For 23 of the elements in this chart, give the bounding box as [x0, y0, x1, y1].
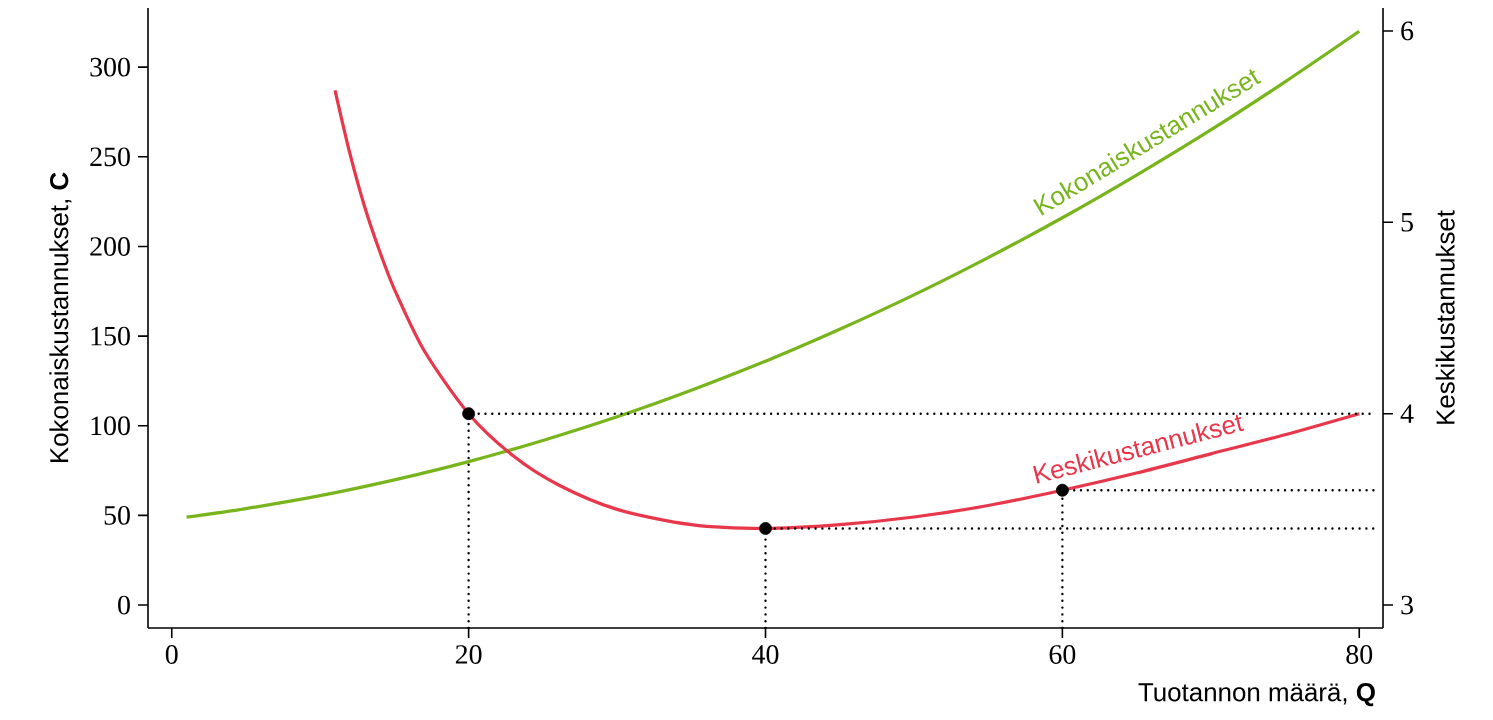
y-tick-label: 250	[90, 147, 130, 167]
x-tick-label: 20	[455, 645, 482, 664]
x-tick-label: 0	[165, 645, 178, 664]
y2-tick-label: 4	[1400, 404, 1414, 423]
y-axis-title: Kokonaiskustannukset, C	[49, 172, 72, 463]
y2-tick-label: 5	[1401, 213, 1413, 232]
y-tick-label: 150	[91, 326, 130, 346]
x-tick-label: 40	[752, 645, 779, 664]
line-series	[184, 29, 1361, 519]
point	[1055, 483, 1069, 497]
x-tick-label: 80	[1346, 645, 1373, 664]
y-tick-label: 50	[104, 505, 130, 525]
y2-tick-label: 3	[1401, 595, 1413, 615]
point	[462, 407, 476, 421]
y-tick-label: 300	[90, 57, 130, 77]
x-tick-label: 60	[1049, 645, 1076, 664]
y2-tick-label: 6	[1401, 21, 1414, 41]
y-tick-label: 200	[90, 237, 130, 256]
point	[759, 522, 772, 535]
y2-axis-title: Keskikustannukset	[1435, 210, 1455, 424]
y-tick-label: 0	[118, 595, 130, 615]
x-axis-title: Tuotannon määrä, Q	[1138, 683, 1375, 707]
y-tick-label: 100	[91, 416, 130, 436]
